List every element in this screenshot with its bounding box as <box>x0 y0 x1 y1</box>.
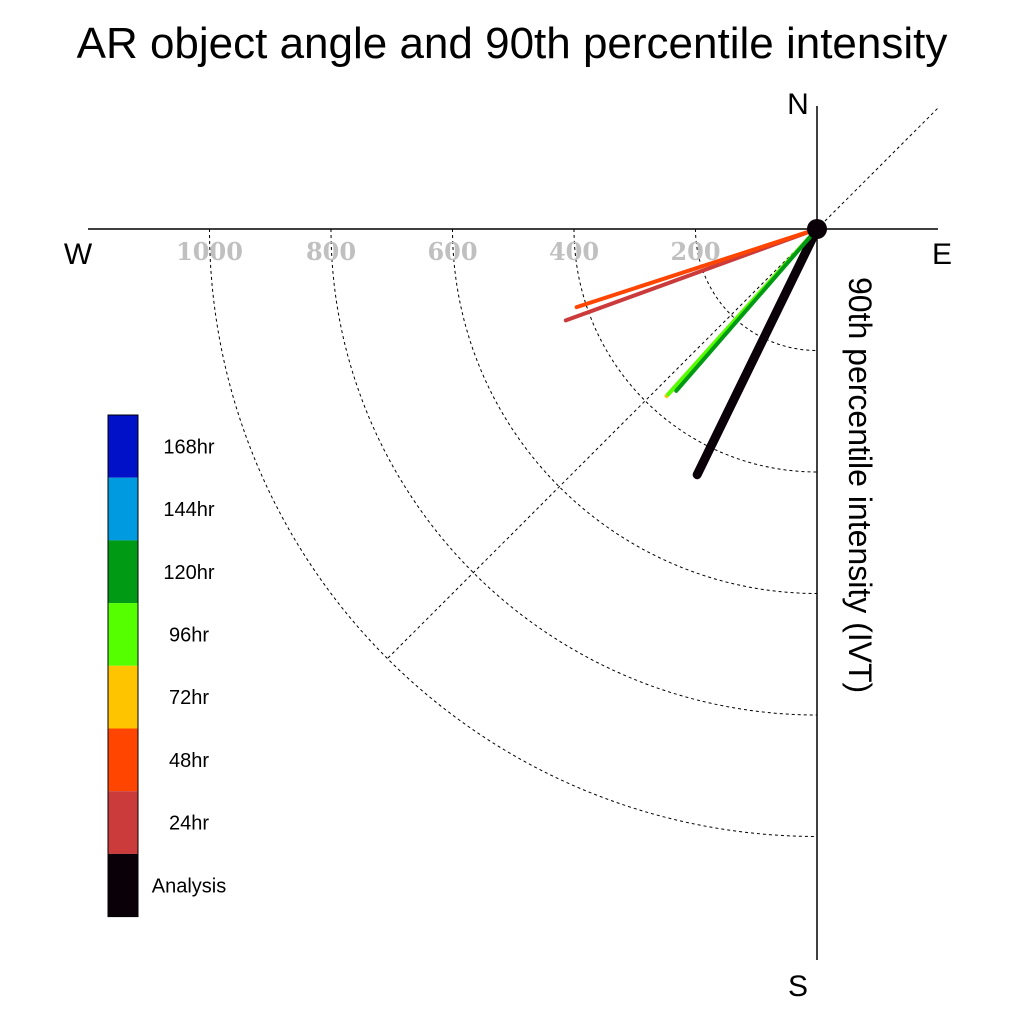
chart-title: AR object angle and 90th percentile inte… <box>77 19 948 68</box>
legend-swatch-24hr <box>108 791 138 854</box>
legend-border <box>107 414 139 918</box>
series-layer <box>563 224 822 480</box>
grid-arc-1000 <box>209 228 818 837</box>
series-120hr-vector <box>674 227 819 393</box>
compass-north: N <box>787 88 809 121</box>
legend-label-96hr: 96hr <box>169 624 209 646</box>
legend-label-120hr: 120hr <box>163 562 214 584</box>
legend-label-48hr: 48hr <box>169 750 209 772</box>
legend-swatch-analysis <box>108 853 138 917</box>
grid-arc-800 <box>330 228 818 716</box>
grid-arc-200 <box>695 228 818 351</box>
tick-label-800: 800 <box>306 237 356 266</box>
legend-label-72hr: 72hr <box>169 687 209 709</box>
compass-west: W <box>64 238 93 271</box>
compass-east: E <box>932 238 952 271</box>
tick-label-400: 400 <box>549 237 599 266</box>
legend-label-analysis: Analysis <box>152 875 226 897</box>
series-analysis-vector <box>692 224 822 480</box>
grid-arc-400 <box>573 228 818 473</box>
tick-label-600: 600 <box>427 237 477 266</box>
legend-swatch-144hr <box>108 477 138 541</box>
legend: 168hr 144hr 120hr 96hr 72hr 48hr 24hr Analysis <box>107 414 226 918</box>
legend-swatch-120hr <box>108 540 138 604</box>
legend-label-24hr: 24hr <box>169 813 209 835</box>
legend-swatch-96hr <box>108 603 138 666</box>
legend-swatch-168hr <box>108 415 138 478</box>
legend-label-144hr: 144hr <box>163 499 214 521</box>
y-axis-label: 90th percentile intensity (IVT) <box>842 277 878 693</box>
legend-swatch-48hr <box>108 728 138 792</box>
axes-layer <box>88 106 938 960</box>
legend-swatch-72hr <box>108 665 138 729</box>
series-48hr-vector <box>574 227 819 310</box>
tick-label-1000: 1000 <box>176 237 243 266</box>
grid-layer <box>209 107 939 837</box>
compass-south: S <box>788 970 808 1003</box>
origin-marker <box>807 219 827 239</box>
grid-arc-600 <box>452 228 818 594</box>
legend-label-168hr: 168hr <box>163 436 214 458</box>
grid-diagonal <box>387 107 939 659</box>
